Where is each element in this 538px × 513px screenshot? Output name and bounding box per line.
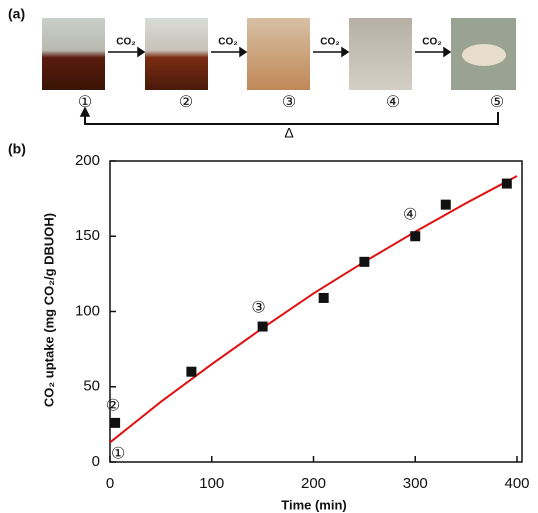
arrow-label: CO₂ bbox=[422, 37, 441, 48]
y-tick-label: 50 bbox=[83, 378, 100, 395]
stage-label: ④ bbox=[386, 94, 400, 111]
x-tick-label: 0 bbox=[106, 475, 114, 492]
fit-line bbox=[110, 176, 517, 442]
x-tick-label: 200 bbox=[301, 475, 326, 492]
x-tick-label: 100 bbox=[199, 475, 224, 492]
y-axis-label: CO₂ uptake (mg CO₂/g DBUOH) bbox=[41, 213, 56, 407]
x-tick-label: 300 bbox=[403, 475, 428, 492]
data-point bbox=[441, 200, 451, 210]
powder bbox=[462, 44, 506, 66]
heat-label: Δ bbox=[284, 125, 293, 141]
y-tick-label: 200 bbox=[75, 152, 100, 169]
data-point bbox=[110, 418, 120, 428]
annotation: ③ bbox=[251, 300, 265, 317]
stage-label: ② bbox=[179, 94, 193, 111]
panel-label: (b) bbox=[8, 141, 26, 157]
annotation: ① bbox=[111, 446, 125, 463]
panel-label: (a) bbox=[8, 6, 25, 22]
photo bbox=[247, 18, 310, 90]
stage-label: ① bbox=[78, 94, 92, 111]
data-point bbox=[258, 322, 268, 332]
x-axis-label: Time (min) bbox=[281, 497, 347, 512]
data-point bbox=[410, 231, 420, 241]
stage-label: ③ bbox=[282, 94, 296, 111]
y-tick-label: 100 bbox=[75, 302, 100, 319]
photo bbox=[42, 18, 105, 90]
panel-a: (a) CO₂ CO₂ CO₂ CO₂ ① ② ③ ④ ⑤ Δ bbox=[8, 6, 516, 141]
y-tick-label: 150 bbox=[75, 227, 100, 244]
stage-label: ⑤ bbox=[490, 94, 504, 111]
data-point bbox=[359, 257, 369, 267]
arrow-label: CO₂ bbox=[320, 37, 339, 48]
y-tick-label: 0 bbox=[92, 453, 100, 470]
photo bbox=[349, 18, 412, 90]
figure: (a) CO₂ CO₂ CO₂ CO₂ ① ② ③ ④ ⑤ Δ (b) Time… bbox=[0, 0, 538, 513]
x-tick-label: 400 bbox=[504, 475, 529, 492]
arrow-label: CO₂ bbox=[116, 37, 135, 48]
annotation: ④ bbox=[403, 206, 417, 223]
photo bbox=[145, 18, 208, 90]
data-point bbox=[319, 293, 329, 303]
data-point bbox=[186, 367, 196, 377]
annotation: ② bbox=[106, 398, 120, 415]
data-point bbox=[502, 179, 512, 189]
arrow-label: CO₂ bbox=[218, 37, 237, 48]
